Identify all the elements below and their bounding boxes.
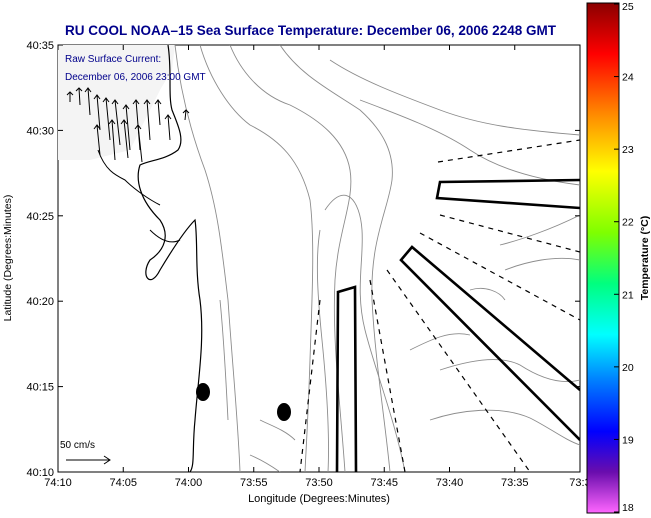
study-region-outlines bbox=[335, 178, 580, 472]
coastline-inlet bbox=[97, 149, 181, 243]
y-tick-label: 40:25 bbox=[26, 211, 54, 223]
colorbar-tick-label: 19 bbox=[622, 434, 634, 446]
x-tick-label: 73:55 bbox=[240, 477, 268, 489]
colorbar-label: Temperature (°C) bbox=[639, 216, 651, 301]
bathymetry-contours bbox=[174, 45, 580, 472]
dashed-transects bbox=[299, 139, 580, 472]
x-tick-label: 73:50 bbox=[305, 477, 333, 489]
box-south bbox=[335, 285, 358, 472]
y-tick-label: 40:30 bbox=[26, 125, 54, 137]
colorbar-tick-label: 18 bbox=[622, 502, 634, 514]
coastline bbox=[137, 45, 203, 472]
figure-title: RU COOL NOAA–15 Sea Surface Temperature:… bbox=[65, 23, 557, 38]
box-diagonal bbox=[399, 245, 580, 441]
colorbar-gradient bbox=[586, 2, 620, 514]
map-area: Raw Surface Current: December 06, 2006 2… bbox=[57, 44, 581, 473]
x-axis-ticks: 74:10 74:05 74:00 73:55 73:50 73:45 73:40 73:35… bbox=[44, 45, 591, 489]
station-marker-1 bbox=[196, 383, 210, 401]
y-tick-label: 40:10 bbox=[26, 467, 54, 479]
colorbar-ticks: 25 24 23 22 21 20 19 18 bbox=[614, 1, 634, 514]
scale-arrow bbox=[66, 455, 111, 465]
y-tick-label: 40:15 bbox=[26, 382, 54, 394]
colorbar-tick-label: 20 bbox=[622, 362, 634, 374]
colorbar-tick-label: 22 bbox=[622, 217, 634, 229]
colorbar-tick-label: 25 bbox=[622, 1, 634, 13]
station-marker-2 bbox=[277, 403, 291, 421]
x-tick-label: 73:40 bbox=[436, 477, 464, 489]
colorbar-tick-label: 21 bbox=[622, 289, 634, 301]
y-tick-label: 40:20 bbox=[26, 296, 54, 308]
x-tick-label: 73:35 bbox=[501, 477, 529, 489]
y-tick-label: 40:35 bbox=[26, 40, 54, 52]
colorbar: 25 24 23 22 21 20 19 18 Temperature (°C) bbox=[586, 1, 651, 514]
x-axis-label: Longitude (Degrees:Minutes) bbox=[248, 493, 390, 505]
current-label-line-1: Raw Surface Current: bbox=[65, 54, 161, 65]
y-axis-ticks: 40:35 40:30 40:25 40:20 40:15 40:10 bbox=[26, 40, 580, 479]
current-vectors bbox=[66, 87, 190, 163]
x-tick-label: 74:00 bbox=[175, 477, 203, 489]
box-north-east bbox=[435, 178, 580, 210]
colorbar-tick-label: 24 bbox=[622, 72, 634, 84]
colorbar-tick-label: 23 bbox=[622, 144, 634, 156]
x-tick-label: 73:3 bbox=[569, 477, 590, 489]
current-label-line-2: December 06, 2006 23:00 GMT bbox=[65, 72, 206, 83]
x-tick-label: 74:05 bbox=[109, 477, 137, 489]
y-axis-label: Latitude (Degrees:Minutes) bbox=[2, 195, 14, 322]
scale-label: 50 cm/s bbox=[60, 440, 95, 451]
x-tick-label: 74:10 bbox=[44, 477, 72, 489]
x-tick-label: 73:45 bbox=[370, 477, 398, 489]
